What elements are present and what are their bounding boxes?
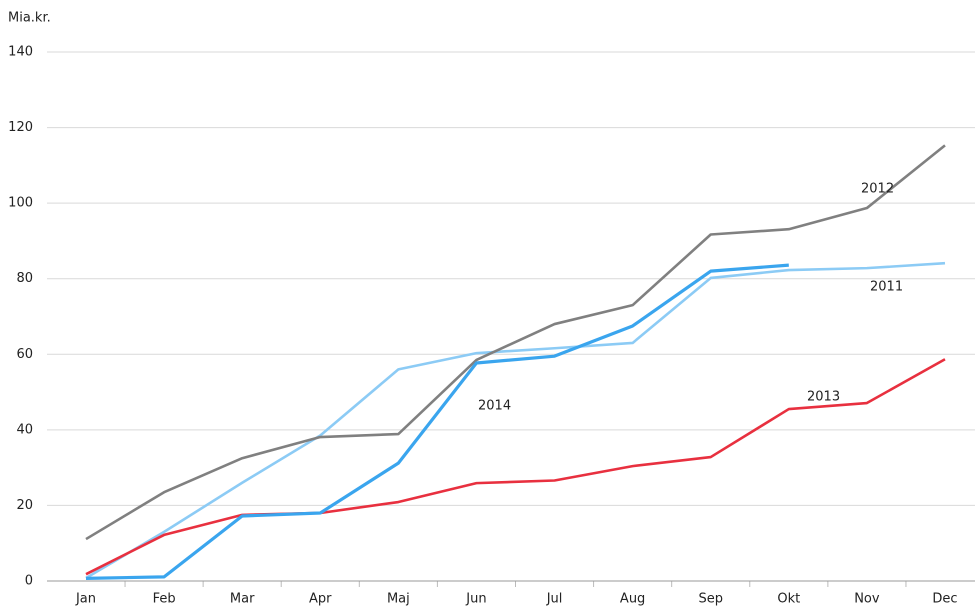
y-tick-label: 40 bbox=[16, 422, 33, 437]
y-tick-label: 120 bbox=[8, 120, 33, 135]
y-tick-label: 20 bbox=[16, 498, 33, 513]
x-tick-label: Jul bbox=[546, 592, 563, 607]
y-axis-label: Mia.kr. bbox=[8, 11, 51, 26]
x-tick-label: Apr bbox=[309, 592, 332, 607]
y-tick-label: 100 bbox=[8, 196, 33, 211]
x-tick-label: Maj bbox=[387, 592, 410, 607]
x-tick-label: Jun bbox=[465, 592, 486, 607]
series-label: 2012 bbox=[861, 182, 894, 197]
series-line bbox=[85, 261, 946, 580]
x-tick-label: Nov bbox=[854, 592, 880, 607]
x-tick-label: Okt bbox=[777, 592, 800, 607]
x-tick-label: Dec bbox=[932, 592, 957, 607]
series-line bbox=[85, 144, 946, 541]
x-tick-label: Feb bbox=[153, 592, 176, 607]
x-tick-label: Aug bbox=[620, 592, 645, 607]
series-line bbox=[85, 263, 789, 580]
x-tick-label: Mar bbox=[230, 592, 255, 607]
series-label: 2011 bbox=[870, 280, 903, 295]
y-tick-label: 60 bbox=[16, 347, 33, 362]
y-tick-label: 80 bbox=[16, 271, 33, 286]
x-tick-label: Sep bbox=[698, 592, 723, 607]
x-tick-label: Jan bbox=[75, 592, 96, 607]
y-tick-label: 0 bbox=[25, 574, 33, 589]
series-label: 2014 bbox=[478, 399, 511, 414]
y-tick-label: 140 bbox=[8, 45, 33, 60]
series-line bbox=[85, 358, 946, 576]
series-label: 2013 bbox=[807, 390, 840, 405]
